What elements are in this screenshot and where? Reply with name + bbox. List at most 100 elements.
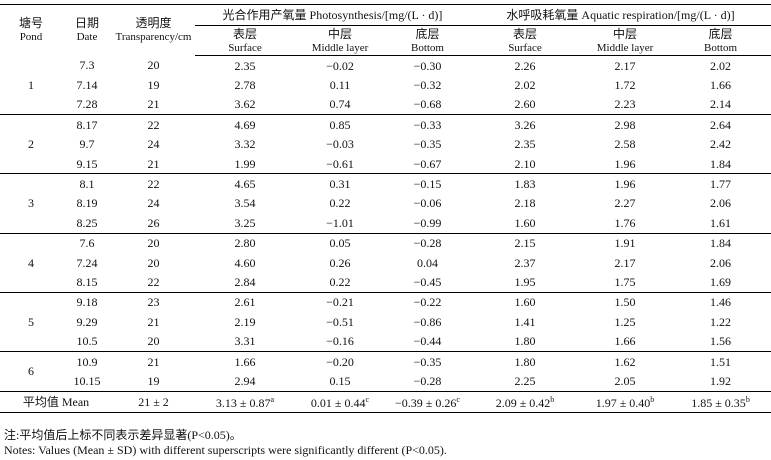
data-cell: −0.61 (326, 156, 354, 171)
data-cell: 0.26 (329, 255, 351, 270)
data-cell: −0.99 (413, 215, 442, 230)
table-row: 7.14 19 2.78 0.11 −0.32 2.02 1.72 1.66 (0, 75, 771, 94)
table-row: 8.19 24 3.54 0.22 −0.06 2.18 2.27 2.06 (0, 194, 771, 213)
data-cell: 2.35 (234, 58, 256, 73)
table-row: 10.15 19 2.94 0.15 −0.28 2.25 2.05 1.92 (0, 371, 771, 391)
data-cell: 2.17 (614, 255, 636, 270)
data-cell: 0.85 (295, 114, 385, 135)
mean-cell: 1.85 ± 0.35b (670, 390, 771, 413)
data-cell: 21 (147, 156, 160, 171)
data-cell: −0.03 (326, 137, 354, 152)
header-en: Surface (508, 41, 542, 54)
data-cell: 7.28 (76, 97, 98, 112)
table-row: 表层 Surface 中层 Middle layer 底层 Bottom 表层 Surface… (0, 25, 771, 56)
data-cell: −0.16 (326, 334, 354, 349)
data-cell: −0.86 (413, 314, 442, 329)
data-cell: 22 (112, 173, 195, 194)
mean-value: 1.97 ± 0.40 (595, 396, 651, 411)
layer-header: 底层 Bottom (670, 25, 771, 56)
data-cell: 2.17 (614, 58, 636, 73)
data-cell: 1.84 (670, 232, 771, 253)
data-cell: 7.24 (76, 255, 98, 270)
group-header: 光合作用产氧量 Photosynthesis/[mg/(L · d)] (195, 4, 470, 26)
data-cell: 3.62 (234, 97, 256, 112)
data-cell: 26 (147, 215, 160, 230)
data-cell: 2.60 (514, 97, 536, 112)
mean-cell: 3.13 ± 0.87a (195, 390, 295, 413)
data-cell: 4.69 (195, 114, 295, 135)
data-cell: 23 (112, 291, 195, 313)
data-cell: −0.44 (413, 334, 442, 349)
table-row: 8.15 22 2.84 0.22 −0.45 1.95 1.75 1.69 (0, 272, 771, 292)
header-zh: 中层 (612, 26, 637, 41)
header-cell: 日期 Date (62, 4, 112, 56)
data-cell: −0.30 (413, 58, 442, 73)
data-cell: 1.83 (470, 173, 580, 194)
table-row: 10.5 20 3.31 −0.16 −0.44 1.80 1.66 1.56 (0, 331, 771, 351)
table-row: 8.25 26 3.25 −1.01 −0.99 1.60 1.76 1.61 (0, 213, 771, 233)
data-cell: 7.3 (79, 58, 95, 73)
header-zh: 塘号 (18, 16, 43, 31)
data-cell: 2.06 (710, 196, 732, 211)
data-cell: 1.60 (470, 291, 580, 313)
data-cell: 2.37 (514, 255, 536, 270)
significance-letter: b (550, 395, 555, 405)
data-cell: 2.27 (614, 196, 636, 211)
mean-value: −0.39 ± 0.26 (395, 396, 457, 411)
header-zh: 底层 (708, 26, 733, 41)
table-row: 5 9.18 23 2.61 −0.21 −0.22 1.60 1.50 1.46 (0, 291, 771, 352)
header-cell: 塘号 Pond (0, 4, 62, 56)
data-cell: 1.22 (710, 314, 732, 329)
data-cell: 1.80 (514, 334, 536, 349)
table-row: 9.29 21 2.19 −0.51 −0.86 1.41 1.25 1.22 (0, 312, 771, 331)
data-cell: 3.32 (234, 137, 256, 152)
table-row: 平均值 Mean 21 ± 2 3.13 ± 0.87a 0.01 ± 0.44c −0… (0, 390, 771, 413)
header-cell: 透明度 Transparency/cm (112, 4, 195, 56)
data-cell: 1.96 (580, 173, 670, 194)
data-cell: −0.33 (385, 114, 470, 135)
data-cell: 2.23 (614, 97, 636, 112)
table-row: 7.28 21 3.62 0.74 −0.68 2.60 2.23 2.14 (0, 95, 771, 115)
data-cell: 2.10 (514, 156, 536, 171)
mean-cell: 0.01 ± 0.44c (295, 390, 385, 413)
mean-transparency: 21 ± 2 (112, 390, 195, 413)
data-cell: 22 (112, 114, 195, 135)
mean-value: 2.09 ± 0.42 (495, 396, 551, 411)
data-cell: −0.02 (326, 58, 354, 73)
data-cell: 20 (147, 334, 160, 349)
data-cell: 1.56 (710, 334, 732, 349)
significance-letter: b (650, 395, 655, 405)
data-cell: 24 (147, 137, 160, 152)
data-cell: −0.35 (385, 350, 470, 372)
pond-cell: 5 (0, 291, 62, 352)
header-en: Surface (228, 41, 262, 54)
data-cell: 1.66 (614, 334, 636, 349)
data-cell: 2.35 (514, 137, 536, 152)
header-en: Middle layer (596, 41, 654, 54)
data-cell: 2.26 (514, 58, 536, 73)
data-cell: −0.51 (326, 314, 354, 329)
data-cell: 8.15 (76, 274, 98, 289)
data-cell: −0.28 (385, 232, 470, 253)
table-row: 9.7 24 3.32 −0.03 −0.35 2.35 2.58 2.42 (0, 135, 771, 154)
layer-header: 中层 Middle layer (580, 25, 670, 56)
significance-letter: c (456, 395, 460, 405)
header-zh: 表层 (232, 26, 257, 41)
data-cell: 0.22 (329, 196, 351, 211)
data-table: 塘号 Pond 日期 Date 透明度 Transparency/cm 光合作用产氧量 Ph… (0, 4, 771, 413)
header-en: Transparency/cm (115, 31, 192, 44)
table-row: 塘号 Pond 日期 Date 透明度 Transparency/cm 光合作用产氧量 Ph… (0, 4, 771, 56)
data-cell: 10.15 (73, 373, 101, 388)
mean-value: 3.13 ± 0.87 (215, 396, 271, 411)
data-cell: 2.64 (670, 114, 771, 135)
table-row: 4 7.6 20 2.80 0.05 −0.28 2.15 1.91 1.84 (0, 232, 771, 293)
data-cell: −0.35 (413, 137, 442, 152)
data-cell: 1.50 (580, 291, 670, 313)
data-cell: 2.05 (614, 373, 636, 388)
table-row: 2 8.17 22 4.69 0.85 −0.33 3.26 2.98 2.64 (0, 114, 771, 174)
data-cell: −0.20 (295, 350, 385, 372)
data-cell: 10.9 (62, 350, 112, 372)
mean-cell: 1.97 ± 0.40b (580, 390, 670, 413)
data-cell: 1.72 (614, 78, 636, 93)
data-cell: 19 (147, 373, 160, 388)
